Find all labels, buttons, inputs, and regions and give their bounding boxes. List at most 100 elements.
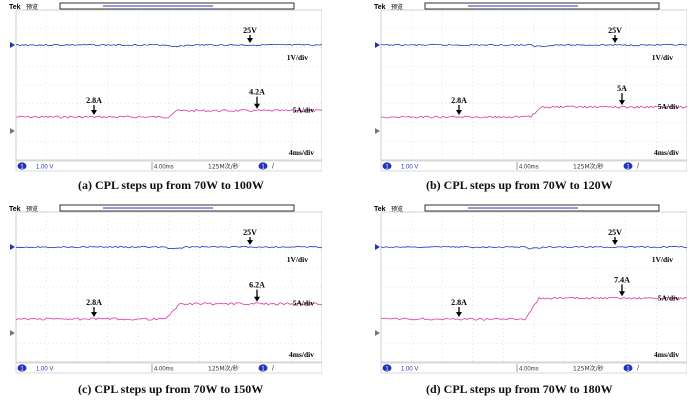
current-after-arrow-head: [254, 103, 260, 109]
timebase-readout: 4.00ms: [519, 165, 539, 171]
current-trace: [380, 296, 687, 321]
ch1-marker: [10, 42, 15, 48]
ch1-scale-readout: 1.00 V: [36, 367, 53, 373]
trigger-source-label: 1: [261, 366, 265, 372]
trigger-source-badge: [258, 364, 268, 372]
trigger-source-badge: [623, 364, 633, 372]
status-bar: [380, 362, 687, 374]
trigger-source-label: 1: [626, 366, 630, 372]
current-trace: [380, 105, 687, 119]
voltage-label: 25V: [608, 228, 622, 237]
voltage-scale-label: 1V/div: [652, 255, 674, 264]
current-before-arrow-head: [91, 312, 97, 317]
scope-screen: Tek 预览 25V 1V/div 2.8A 7.4A 5A/div 4ms/div 1 1.00…: [374, 204, 687, 374]
time-scale-label: 4ms/div: [654, 350, 679, 359]
ch3-marker: [375, 128, 380, 134]
current-after-arrow-head: [619, 291, 625, 297]
time-scale-label: 4ms/div: [289, 148, 314, 157]
current-before-label: 2.8A: [451, 96, 467, 105]
current-after-label: 4.2A: [249, 88, 265, 97]
ch1-badge-label: 1: [385, 366, 389, 372]
ch1-scale-readout: 1.00 V: [36, 165, 53, 171]
voltage-label: 25V: [243, 26, 257, 35]
timebase-readout: 4.00ms: [519, 367, 539, 373]
voltage-arrow-head: [247, 38, 253, 43]
voltage-trace: [15, 245, 322, 250]
ch1-marker: [375, 42, 380, 48]
mode-label: 预览: [391, 205, 403, 213]
ch3-marker: [10, 128, 15, 134]
caption-b: (b) CPL steps up from 70W to 120W: [426, 178, 613, 192]
status-bar: [15, 160, 322, 172]
ch1-badge-label: 1: [20, 366, 24, 372]
ch1-marker: [375, 244, 380, 250]
trigger-slope-icon: /: [637, 366, 639, 373]
ch3-marker: [375, 330, 380, 336]
voltage-trace: [15, 43, 322, 48]
voltage-arrow-head: [247, 240, 253, 245]
sample-rate-readout: 125M次/秒: [573, 163, 604, 171]
current-after-label: 7.4A: [614, 275, 630, 284]
voltage-arrow-head: [612, 240, 618, 245]
ch1-badge: [17, 162, 27, 170]
brand-label: Tek: [9, 4, 21, 11]
voltage-trace: [380, 245, 687, 250]
current-after-arrow-head: [619, 100, 625, 106]
scope-panel-a: Tek 预览 25V 1V/div 2.8A 4.2A 5A/div 4ms/div 1 1.00…: [8, 2, 322, 172]
ch3-marker: [10, 330, 15, 336]
caption-d: (d) CPL steps up from 70W to 180W: [426, 382, 613, 396]
scope-panel-c: Tek 预览 25V 1V/div 2.8A 6.2A 5A/div 4ms/div 1 1.00…: [8, 204, 322, 374]
scope-screen: Tek 预览 25V 1V/div 2.8A 5A 5A/div 4ms/div 1 1.00 V…: [374, 2, 687, 172]
voltage-scale-label: 1V/div: [652, 53, 674, 62]
current-before-arrow-head: [456, 110, 462, 115]
sample-rate-readout: 125M次/秒: [573, 365, 604, 373]
mode-label: 预览: [391, 3, 403, 11]
voltage-arrow-head: [612, 38, 618, 43]
voltage-label: 25V: [608, 26, 622, 35]
ch1-badge: [382, 364, 392, 372]
status-bar: [380, 160, 687, 172]
ch1-scale-readout: 1.00 V: [401, 165, 418, 171]
current-after-label: 5A: [617, 84, 627, 93]
trigger-source-label: 1: [261, 164, 265, 170]
voltage-label: 25V: [243, 228, 257, 237]
trigger-source-label: 1: [626, 164, 630, 170]
ch1-badge-label: 1: [20, 164, 24, 170]
ch1-badge: [382, 162, 392, 170]
voltage-trace: [380, 43, 687, 48]
ch1-marker: [10, 244, 15, 250]
trigger-slope-icon: /: [272, 366, 274, 373]
current-before-arrow-head: [91, 110, 97, 115]
current-trace: [15, 109, 322, 119]
current-scale-label: 5A/div: [293, 299, 315, 308]
mode-label: 预览: [26, 205, 38, 213]
current-trace: [15, 302, 322, 321]
current-scale-label: 5A/div: [658, 102, 680, 111]
current-before-arrow-head: [456, 312, 462, 317]
scope-panel-b: Tek 预览 25V 1V/div 2.8A 5A 5A/div 4ms/div 1 1.00 V…: [373, 2, 687, 172]
time-scale-label: 4ms/div: [654, 148, 679, 157]
ch1-scale-readout: 1.00 V: [401, 367, 418, 373]
current-after-arrow-head: [254, 296, 260, 302]
scope-screen: Tek 预览 25V 1V/div 2.8A 4.2A 5A/div 4ms/div 1 1.00…: [9, 2, 322, 172]
status-bar: [15, 362, 322, 374]
scope-screen: Tek 预览 25V 1V/div 2.8A 6.2A 5A/div 4ms/div 1 1.00…: [9, 204, 322, 374]
timebase-readout: 4.00ms: [154, 367, 174, 373]
current-scale-label: 5A/div: [658, 293, 680, 302]
trigger-source-badge: [623, 162, 633, 170]
current-after-label: 6.2A: [249, 281, 265, 290]
trigger-slope-icon: /: [272, 164, 274, 171]
current-before-label: 2.8A: [451, 298, 467, 307]
voltage-scale-label: 1V/div: [287, 53, 309, 62]
trigger-source-badge: [258, 162, 268, 170]
mode-label: 预览: [26, 3, 38, 11]
current-scale-label: 5A/div: [293, 106, 315, 115]
scope-panel-d: Tek 预览 25V 1V/div 2.8A 7.4A 5A/div 4ms/div 1 1.00…: [373, 204, 687, 374]
caption-a: (a) CPL steps up from 70W to 100W: [78, 178, 264, 192]
ch1-badge-label: 1: [385, 164, 389, 170]
caption-c: (c) CPL steps up from 70W to 150W: [78, 382, 264, 396]
brand-label: Tek: [9, 206, 21, 213]
current-before-label: 2.8A: [86, 96, 102, 105]
brand-label: Tek: [374, 206, 386, 213]
trigger-slope-icon: /: [637, 164, 639, 171]
